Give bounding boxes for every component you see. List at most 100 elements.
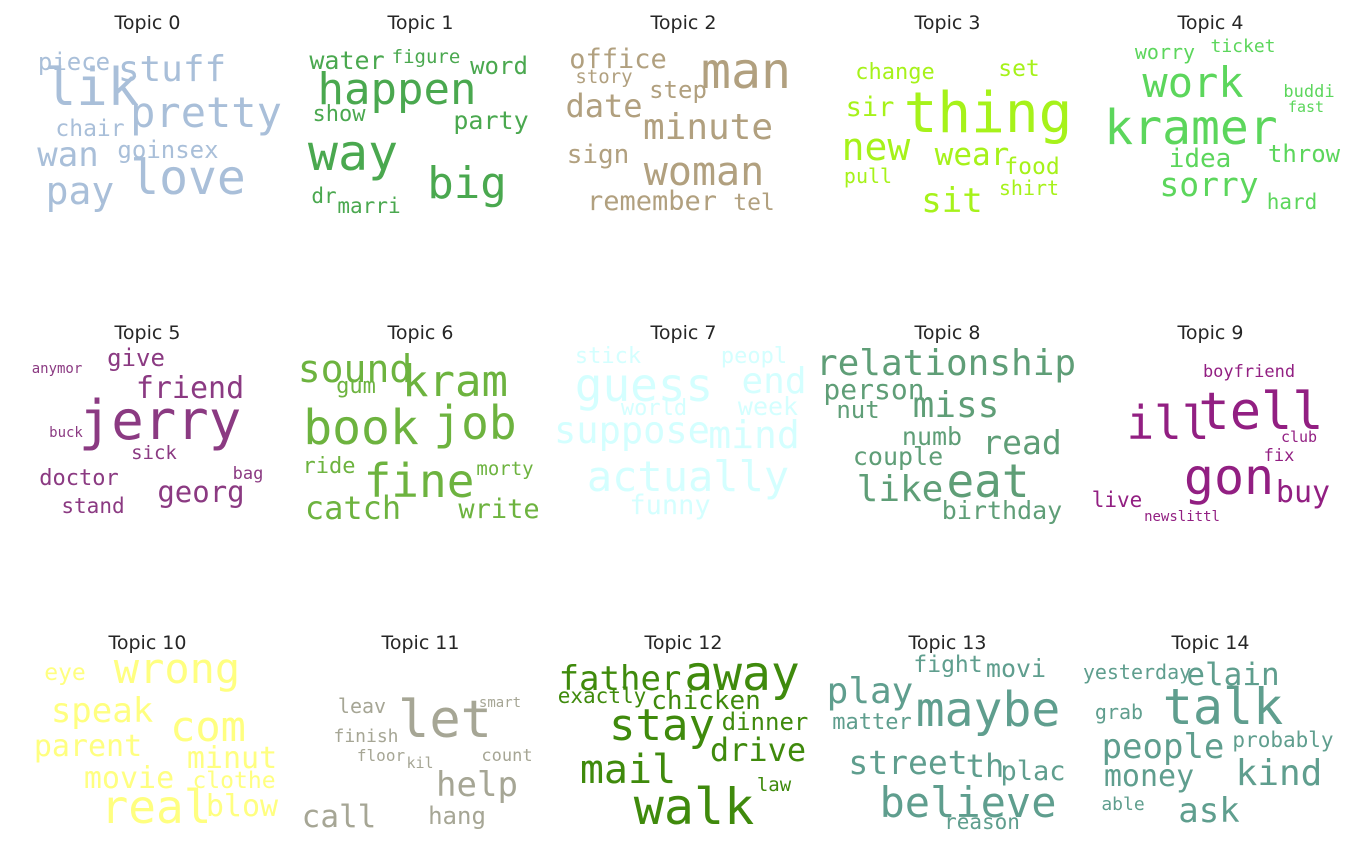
cloud-word: kil (406, 754, 434, 772)
cloud-word: eye (44, 660, 86, 686)
cloud-word: walk (633, 778, 755, 836)
cloud-word: ask (1178, 791, 1240, 831)
cloud-word: probably (1232, 728, 1334, 752)
cloud-word: person (823, 373, 925, 406)
cloud-word: eat (946, 454, 1030, 508)
cloud-word: miss (912, 385, 1000, 426)
cloud-word: job (433, 396, 517, 450)
cloud-word: world (620, 396, 688, 421)
cloud-word: maybe (915, 682, 1061, 738)
cloud-word: change (855, 60, 935, 85)
topic-panel-8: Topic 8 eat relationship miss like read … (816, 322, 1076, 537)
cloud-word: minute (642, 107, 774, 148)
topic-panel-12: Topic 12 away walk stay mail father driv… (556, 632, 811, 847)
cloud-word: mind (708, 413, 800, 457)
cloud-word: parent (33, 729, 143, 764)
cloud-word: doctor (39, 466, 119, 491)
topic-title: Topic 3 (914, 12, 981, 34)
cloud-word: bag (232, 464, 264, 484)
cloud-word: buddi (1283, 82, 1335, 102)
cloud-word: law (756, 774, 792, 796)
topic-title: Topic 5 (114, 322, 181, 344)
cloud-word: matter (832, 710, 912, 735)
cloud-word: catch (304, 489, 402, 527)
cloud-word: buy (1275, 475, 1331, 510)
cloud-word: live (1091, 488, 1143, 512)
cloud-word: speak (50, 691, 154, 731)
cloud-word: friend (135, 371, 245, 406)
word-cloud: eat relationship miss like read person c… (816, 346, 1076, 537)
cloud-word: buck (49, 425, 83, 441)
cloud-word: kind (1235, 753, 1323, 794)
topic-title: Topic 6 (387, 322, 454, 344)
cloud-word: wrong (113, 644, 241, 693)
word-cloud: tell ill gon buy boyfriend club fix live… (1083, 352, 1338, 537)
cloud-word: believe (879, 778, 1057, 827)
cloud-word: guess (574, 358, 714, 412)
cloud-word: word (470, 52, 528, 80)
topic-title: Topic 11 (381, 632, 460, 654)
cloud-word: gon (1183, 448, 1275, 506)
topic-panel-3: Topic 3 thing new wear sit sir change se… (820, 12, 1075, 227)
cloud-word: stand (61, 494, 125, 518)
cloud-word: stuff (117, 49, 227, 90)
cloud-word: mail (579, 747, 677, 793)
cloud-word: movie (83, 761, 175, 796)
cloud-word: morty (476, 458, 534, 480)
cloud-word: club (1280, 428, 1318, 446)
word-cloud: kramer work sorry idea throw worry ticke… (1083, 38, 1340, 227)
cloud-word: week (737, 392, 799, 421)
cloud-word: elain (1186, 657, 1280, 693)
cloud-word: new (841, 125, 911, 169)
topic-panel-7: Topic 7 guess actually suppose mind end … (554, 322, 811, 537)
cloud-word: reason (944, 810, 1020, 834)
word-cloud: happen way big word party water figure s… (293, 42, 548, 227)
cloud-word: party (453, 106, 529, 135)
cloud-word: tell (1198, 382, 1324, 442)
cloud-word: away (684, 646, 800, 702)
cloud-word: ride (302, 454, 356, 479)
topic-panel-0: Topic 0 lik love pretty pay stuff wan pi… (20, 12, 282, 227)
topic-panel-1: Topic 1 happen way big word party water … (293, 12, 548, 227)
cloud-word: fine (363, 454, 475, 508)
cloud-word: step (649, 76, 707, 104)
cloud-word: story (575, 66, 633, 88)
cloud-word: work (1142, 58, 1244, 107)
word-cloud: wrong com real speak parent movie minut … (20, 648, 278, 847)
cloud-word: book (303, 400, 419, 456)
cloud-word: money (1103, 759, 1195, 794)
cloud-word: kramer (1104, 100, 1278, 156)
cloud-word: happen (317, 64, 477, 115)
cloud-word: exactly (557, 684, 647, 708)
topic-panel-14: Topic 14 talk people kind money elain as… (1083, 632, 1338, 847)
cloud-word: anymor (31, 361, 83, 377)
cloud-word: write (458, 494, 540, 525)
cloud-word: goinsex (117, 136, 219, 164)
cloud-word: newslittl (1144, 509, 1220, 525)
cloud-word: idea (1168, 144, 1232, 174)
cloud-word: georg (157, 475, 245, 509)
cloud-word: remember (586, 186, 718, 217)
cloud-word: set (998, 56, 1040, 82)
word-cloud: talk people kind money elain ask probabl… (1083, 657, 1338, 847)
cloud-word: thing (903, 81, 1073, 146)
cloud-word: finish (333, 726, 399, 747)
cloud-word: street (848, 743, 968, 782)
topic-panel-10: Topic 10 wrong com real speak parent mov… (20, 632, 278, 847)
topic-title: Topic 7 (650, 322, 717, 344)
cloud-word: ill (1126, 396, 1210, 450)
cloud-word: big (427, 158, 507, 209)
cloud-word: chair (55, 116, 125, 142)
topic-panel-6: Topic 6 book job kram fine sound catch w… (293, 322, 548, 537)
cloud-word: relationship (815, 343, 1077, 384)
cloud-word: minut (186, 741, 278, 776)
cloud-word: fast (1287, 98, 1325, 116)
cloud-word: woman (643, 149, 765, 195)
cloud-word: drive (709, 731, 807, 769)
cloud-word: hang (428, 802, 486, 830)
cloud-word: marri (337, 194, 401, 218)
cloud-word: movi (985, 654, 1047, 683)
cloud-word: chicken (651, 686, 761, 716)
topic-title: Topic 4 (1177, 12, 1244, 34)
cloud-word: sick (131, 442, 177, 464)
